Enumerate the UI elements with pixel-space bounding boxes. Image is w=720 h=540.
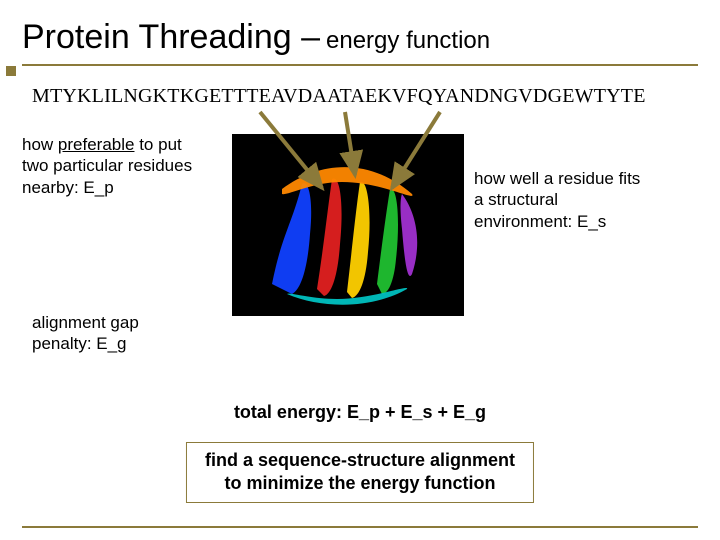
protein-sequence: MTYKLILNGKTKGETTTEAVDAATAEKVFQYANDNGVDGE…: [32, 85, 698, 108]
title-rule: [22, 64, 698, 66]
total-energy-text: total energy: E_p + E_s + E_g: [0, 402, 720, 423]
label-gap-penalty: alignment gap penalty: E_g: [32, 312, 202, 355]
label-singleton: how well a residue fits a structural env…: [474, 134, 686, 232]
label-pairwise: how preferable to put two particular res…: [22, 134, 222, 198]
protein-structure-image: [232, 134, 464, 316]
footer-rule: [22, 526, 698, 528]
title-bullet: [6, 66, 16, 76]
title-sub: energy function: [326, 27, 490, 55]
result-box: find a sequence-structure alignment to m…: [186, 442, 534, 503]
slide-title: Protein Threading – energy function: [22, 18, 698, 57]
title-main: Protein Threading –: [22, 18, 320, 57]
protein-ribbon-svg: [232, 134, 464, 316]
